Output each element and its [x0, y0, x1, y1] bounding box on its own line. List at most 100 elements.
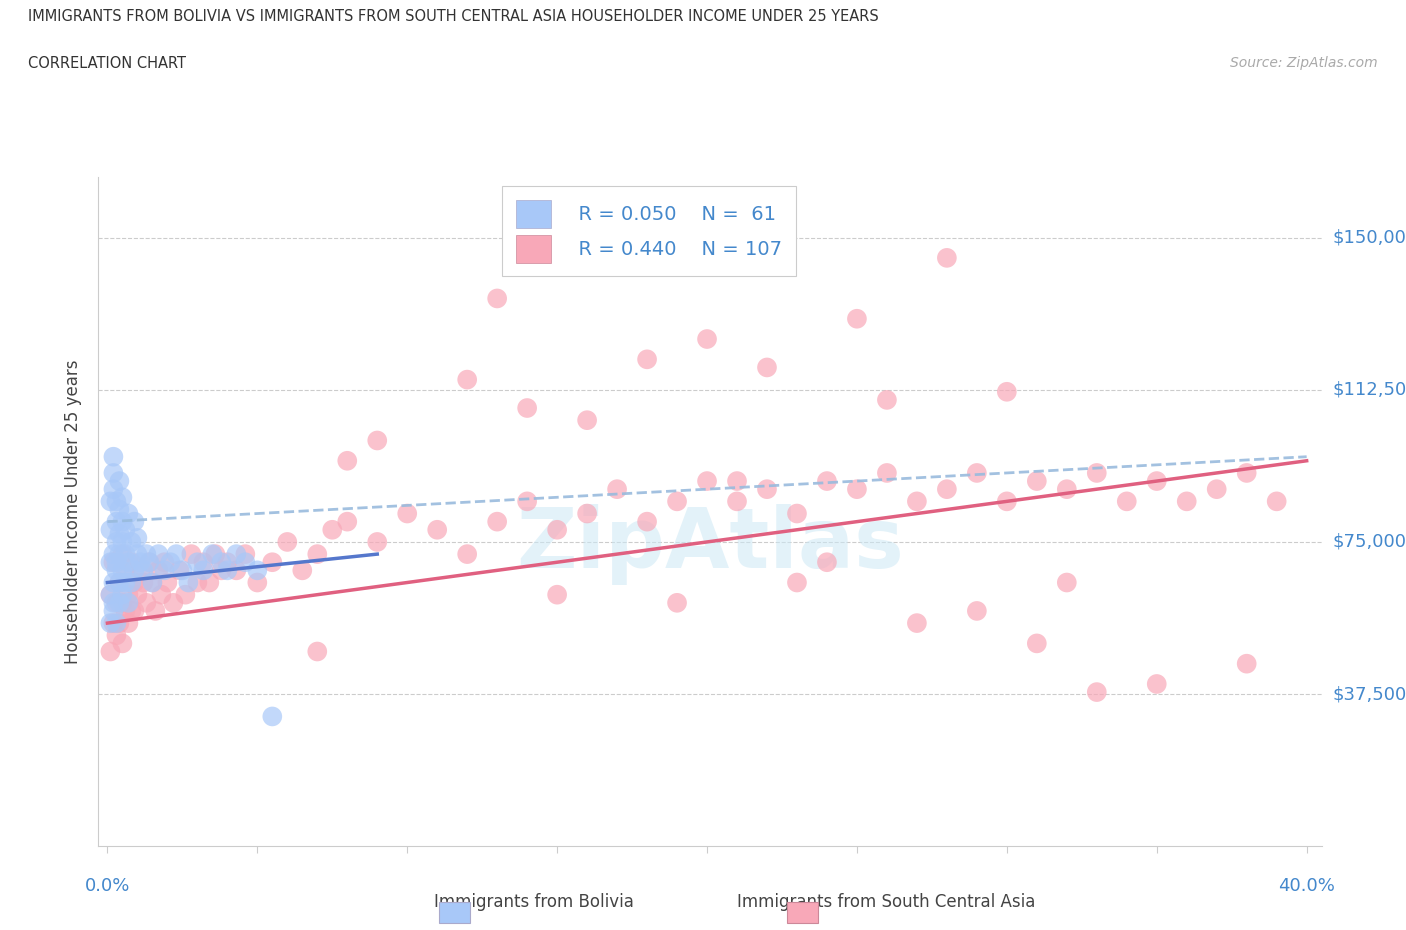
Point — [103, 555, 125, 570]
Point — [108, 473, 131, 488]
Point — [108, 547, 131, 562]
Point — [209, 563, 232, 578]
Point — [124, 575, 146, 590]
Point — [636, 514, 658, 529]
Point — [396, 506, 419, 521]
Point — [100, 616, 122, 631]
Text: IMMIGRANTS FROM BOLIVIA VS IMMIGRANTS FROM SOUTH CENTRAL ASIA HOUSEHOLDER INCOME: IMMIGRANTS FROM BOLIVIA VS IMMIGRANTS FR… — [28, 9, 879, 24]
Point — [153, 563, 176, 578]
Point — [103, 604, 125, 618]
Point — [141, 575, 163, 590]
Point — [1056, 575, 1078, 590]
Point — [114, 547, 136, 562]
Point — [546, 587, 568, 602]
Point — [876, 466, 898, 481]
Point — [845, 312, 868, 326]
Point — [186, 555, 208, 570]
Point — [905, 494, 928, 509]
Point — [105, 563, 128, 578]
Point — [366, 433, 388, 448]
Point — [120, 535, 142, 550]
Text: $75,000: $75,000 — [1333, 533, 1406, 551]
Point — [127, 587, 149, 602]
Point — [105, 514, 128, 529]
Point — [246, 575, 269, 590]
Point — [100, 494, 122, 509]
Text: 0.0%: 0.0% — [84, 877, 131, 895]
Point — [127, 530, 149, 545]
Point — [756, 360, 779, 375]
Text: CORRELATION CHART: CORRELATION CHART — [28, 56, 186, 71]
Point — [636, 352, 658, 366]
Point — [108, 526, 131, 541]
Point — [1056, 482, 1078, 497]
Point — [262, 555, 284, 570]
Point — [138, 555, 160, 570]
Point — [100, 644, 122, 659]
Point — [1146, 473, 1168, 488]
Point — [217, 555, 239, 570]
Point — [138, 555, 160, 570]
Point — [198, 575, 221, 590]
Point — [114, 575, 136, 590]
Point — [111, 595, 134, 610]
Point — [995, 384, 1018, 399]
Point — [276, 535, 298, 550]
Point — [103, 547, 125, 562]
Point — [111, 535, 134, 550]
Point — [135, 547, 157, 562]
Point — [100, 555, 122, 570]
Point — [1146, 676, 1168, 691]
Point — [132, 563, 155, 578]
Point — [186, 575, 208, 590]
Text: $112,500: $112,500 — [1333, 380, 1406, 399]
Text: 40.0%: 40.0% — [1278, 877, 1336, 895]
Text: Immigrants from South Central Asia: Immigrants from South Central Asia — [737, 894, 1035, 911]
Point — [127, 547, 149, 562]
Point — [105, 616, 128, 631]
Point — [105, 494, 128, 509]
Point — [108, 575, 131, 590]
Point — [148, 547, 170, 562]
Point — [456, 372, 478, 387]
Point — [291, 563, 314, 578]
Point — [786, 506, 808, 521]
Point — [129, 555, 152, 570]
Point — [135, 595, 157, 610]
Point — [100, 587, 122, 602]
Point — [1236, 466, 1258, 481]
Point — [103, 575, 125, 590]
Point — [169, 563, 191, 578]
Point — [576, 506, 599, 521]
Point — [321, 523, 343, 538]
Point — [666, 494, 689, 509]
Point — [129, 563, 152, 578]
Point — [156, 575, 179, 590]
Point — [546, 523, 568, 538]
Point — [426, 523, 449, 538]
Point — [1025, 636, 1047, 651]
Point — [124, 514, 146, 529]
Text: Immigrants from Bolivia: Immigrants from Bolivia — [434, 894, 634, 911]
Point — [217, 563, 239, 578]
Point — [111, 514, 134, 529]
Point — [172, 563, 194, 578]
Point — [124, 563, 146, 578]
Point — [756, 482, 779, 497]
Point — [1085, 466, 1108, 481]
Point — [103, 466, 125, 481]
Point — [148, 563, 170, 578]
Point — [103, 616, 125, 631]
Point — [105, 595, 128, 610]
Point — [1025, 473, 1047, 488]
Point — [1085, 684, 1108, 699]
Point — [108, 595, 131, 610]
Point — [177, 575, 200, 590]
Point — [111, 587, 134, 602]
Point — [246, 563, 269, 578]
Point — [159, 555, 181, 570]
Point — [193, 555, 215, 570]
Point — [336, 453, 359, 468]
Point — [366, 535, 388, 550]
Point — [117, 555, 139, 570]
